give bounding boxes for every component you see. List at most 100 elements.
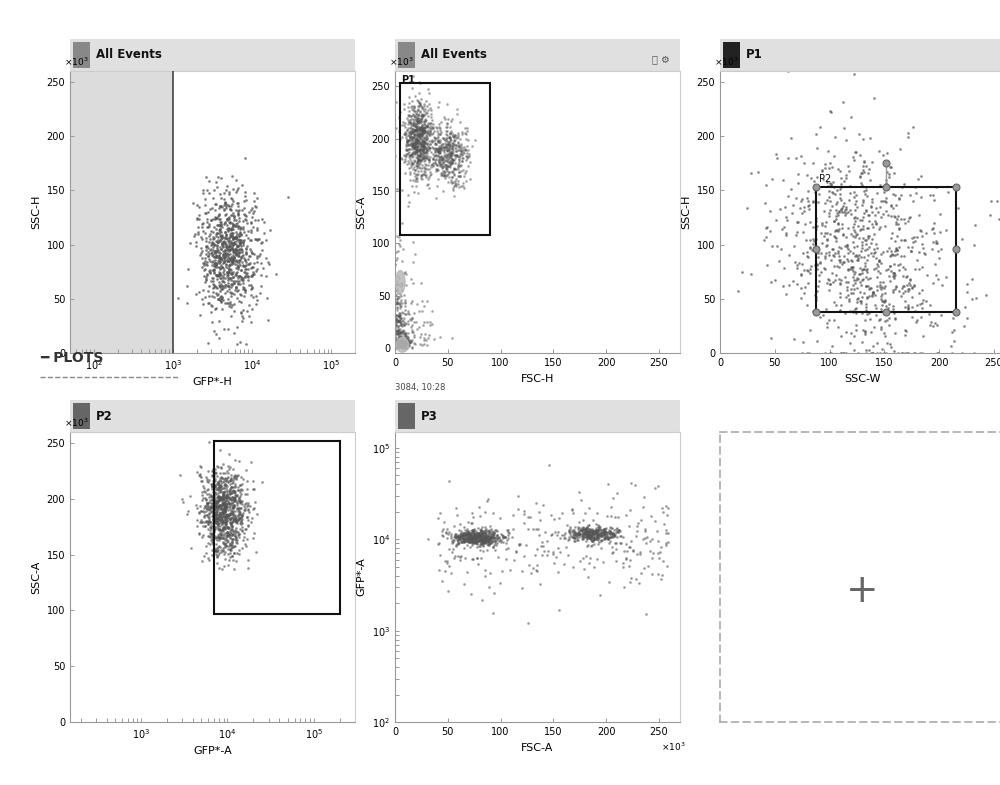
Point — [394, 331, 410, 344]
Point — [599, 531, 615, 544]
Point — [234, 178, 250, 191]
Point — [222, 228, 238, 240]
Point — [409, 148, 425, 160]
Point — [392, 327, 408, 339]
Point — [209, 212, 225, 225]
Point — [406, 147, 422, 159]
Point — [474, 533, 490, 546]
Point — [387, 294, 403, 306]
Point — [899, 279, 915, 292]
Point — [223, 527, 239, 539]
Point — [218, 531, 234, 543]
Point — [232, 507, 248, 520]
Point — [203, 500, 219, 513]
Point — [219, 214, 235, 227]
Point — [226, 562, 242, 575]
Point — [480, 533, 496, 546]
Point — [474, 537, 490, 550]
Point — [500, 526, 516, 539]
Point — [416, 136, 432, 148]
Point — [200, 250, 216, 262]
Point — [415, 139, 431, 152]
Point — [451, 170, 467, 183]
Point — [210, 210, 226, 222]
Point — [199, 184, 215, 196]
Point — [207, 257, 223, 269]
Point — [466, 528, 482, 540]
Point — [464, 531, 480, 543]
Point — [394, 334, 410, 347]
Point — [219, 528, 235, 541]
Point — [914, 301, 930, 314]
Point — [223, 290, 239, 302]
Point — [474, 535, 490, 547]
Point — [583, 530, 599, 542]
Point — [402, 132, 418, 144]
Point — [219, 539, 235, 552]
Point — [408, 146, 424, 159]
Point — [423, 160, 439, 173]
Point — [847, 146, 863, 159]
Point — [236, 195, 252, 207]
Point — [404, 140, 420, 152]
Point — [583, 529, 599, 542]
Point — [485, 532, 501, 545]
Point — [213, 218, 229, 231]
Point — [855, 223, 871, 235]
Point — [431, 118, 447, 130]
Point — [991, 213, 1000, 225]
Point — [417, 166, 433, 178]
Point — [232, 508, 248, 520]
Point — [440, 113, 456, 126]
Point — [593, 535, 609, 547]
Point — [231, 513, 247, 525]
Point — [387, 334, 403, 346]
Point — [468, 527, 484, 539]
Point — [213, 252, 229, 265]
Point — [796, 287, 812, 299]
Point — [420, 110, 436, 122]
Point — [207, 213, 223, 225]
Point — [902, 272, 918, 285]
Point — [448, 173, 464, 185]
X-axis label: FSC-A: FSC-A — [521, 743, 554, 753]
Point — [817, 227, 833, 239]
Point — [858, 183, 874, 195]
Point — [446, 169, 462, 181]
Point — [578, 525, 594, 538]
Point — [211, 276, 227, 289]
Point — [401, 337, 417, 349]
Point — [197, 252, 213, 265]
Point — [414, 124, 430, 137]
Point — [404, 324, 420, 337]
Point — [393, 294, 409, 306]
Point — [438, 121, 454, 133]
Point — [881, 270, 897, 283]
Point — [217, 254, 233, 267]
Point — [207, 462, 223, 475]
Point — [800, 250, 816, 263]
Point — [589, 528, 605, 541]
Point — [423, 168, 439, 181]
Point — [410, 116, 426, 129]
Point — [868, 238, 884, 250]
Point — [208, 513, 224, 525]
Point — [412, 338, 428, 350]
Point — [831, 241, 847, 254]
Point — [442, 121, 458, 133]
Point — [196, 502, 212, 514]
Point — [411, 97, 427, 109]
Point — [224, 477, 240, 490]
Point — [208, 211, 224, 224]
Point — [211, 269, 227, 282]
Point — [441, 542, 457, 555]
Point — [222, 550, 238, 563]
Point — [868, 217, 884, 229]
Point — [205, 282, 221, 294]
Point — [196, 516, 212, 528]
Point — [880, 301, 896, 314]
Point — [514, 582, 530, 594]
Point — [442, 156, 458, 169]
Point — [849, 228, 865, 240]
Point — [875, 276, 891, 289]
